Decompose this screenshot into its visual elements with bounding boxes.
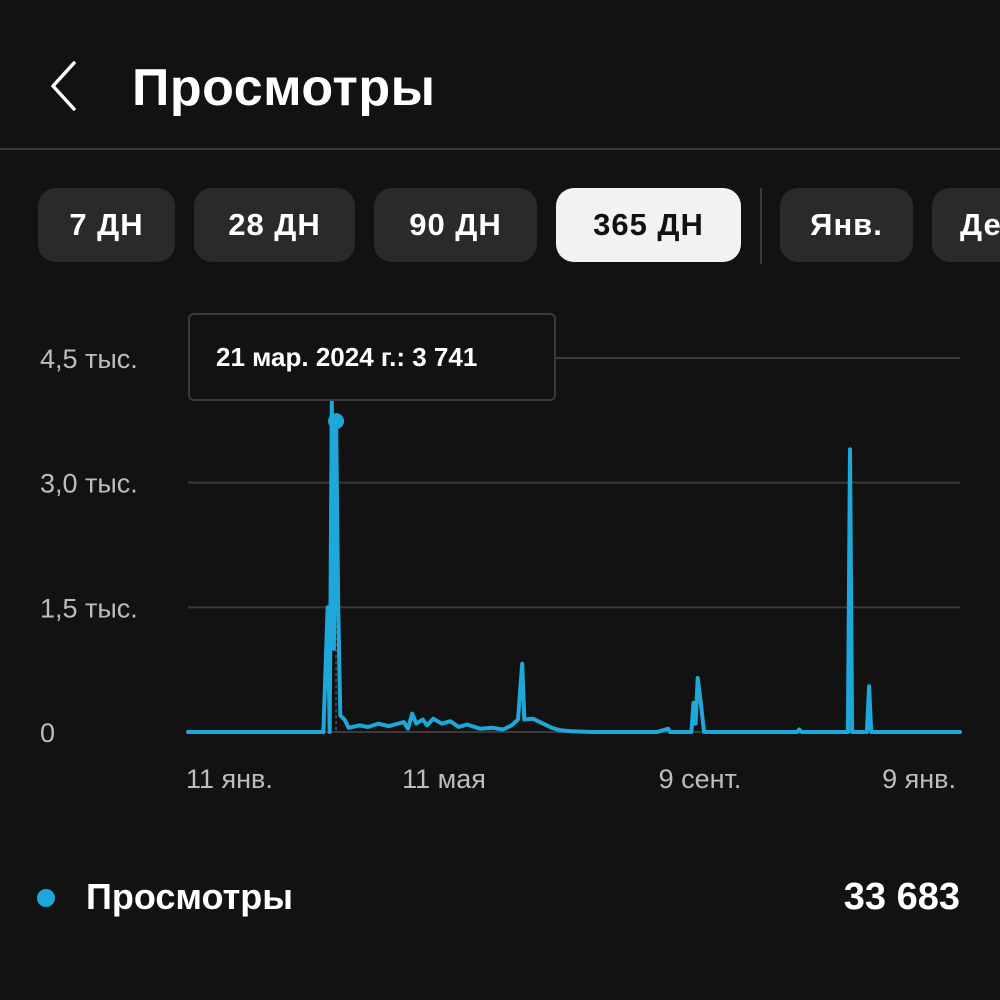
- range-tab-january[interactable]: Янв.: [780, 188, 913, 262]
- y-tick-label: 0: [40, 718, 55, 748]
- views-line-chart[interactable]: 0 1,5 тыс. 3,0 тыс. 4,5 тыс. 11 янв. 11 мая 9 …: [0, 300, 1000, 820]
- chart-tooltip: 21 мар. 2024 г.: 3 741: [188, 313, 556, 401]
- header: Просмотры: [0, 0, 1000, 150]
- range-tab-7-days[interactable]: 7 ДН: [38, 188, 175, 262]
- back-button[interactable]: [38, 55, 98, 115]
- series-line: [186, 397, 962, 734]
- legend-dot: [37, 889, 55, 907]
- range-tab-december[interactable]: Дек.: [932, 188, 1000, 262]
- chevron-left-icon: [51, 61, 76, 111]
- range-tab-28-days[interactable]: 28 ДН: [194, 188, 355, 262]
- date-range-tabs: 7 ДН 28 ДН 90 ДН 365 ДН Янв. Дек.: [0, 188, 1000, 264]
- tooltip-text: 21 мар. 2024 г.: 3 741: [216, 341, 478, 372]
- views-total: 33 683: [843, 876, 960, 918]
- x-tick-label: 9 сент.: [659, 764, 742, 794]
- tab-divider: [760, 188, 762, 264]
- y-tick-label: 3,0 тыс.: [40, 469, 138, 499]
- legend-label: Просмотры: [86, 876, 294, 917]
- x-tick-label: 9 янв.: [882, 764, 956, 794]
- page-title: Просмотры: [132, 59, 436, 117]
- range-tab-365-days[interactable]: 365 ДН: [556, 188, 741, 262]
- x-tick-label: 11 мая: [402, 764, 486, 794]
- highlight-point: [328, 413, 345, 430]
- range-tab-90-days[interactable]: 90 ДН: [374, 188, 537, 262]
- y-tick-label: 4,5 тыс.: [40, 344, 138, 374]
- views-chart: 0 1,5 тыс. 3,0 тыс. 4,5 тыс. 11 янв. 11 мая 9 …: [0, 300, 1000, 820]
- x-tick-label: 11 янв.: [186, 764, 273, 794]
- y-tick-label: 1,5 тыс.: [40, 593, 138, 623]
